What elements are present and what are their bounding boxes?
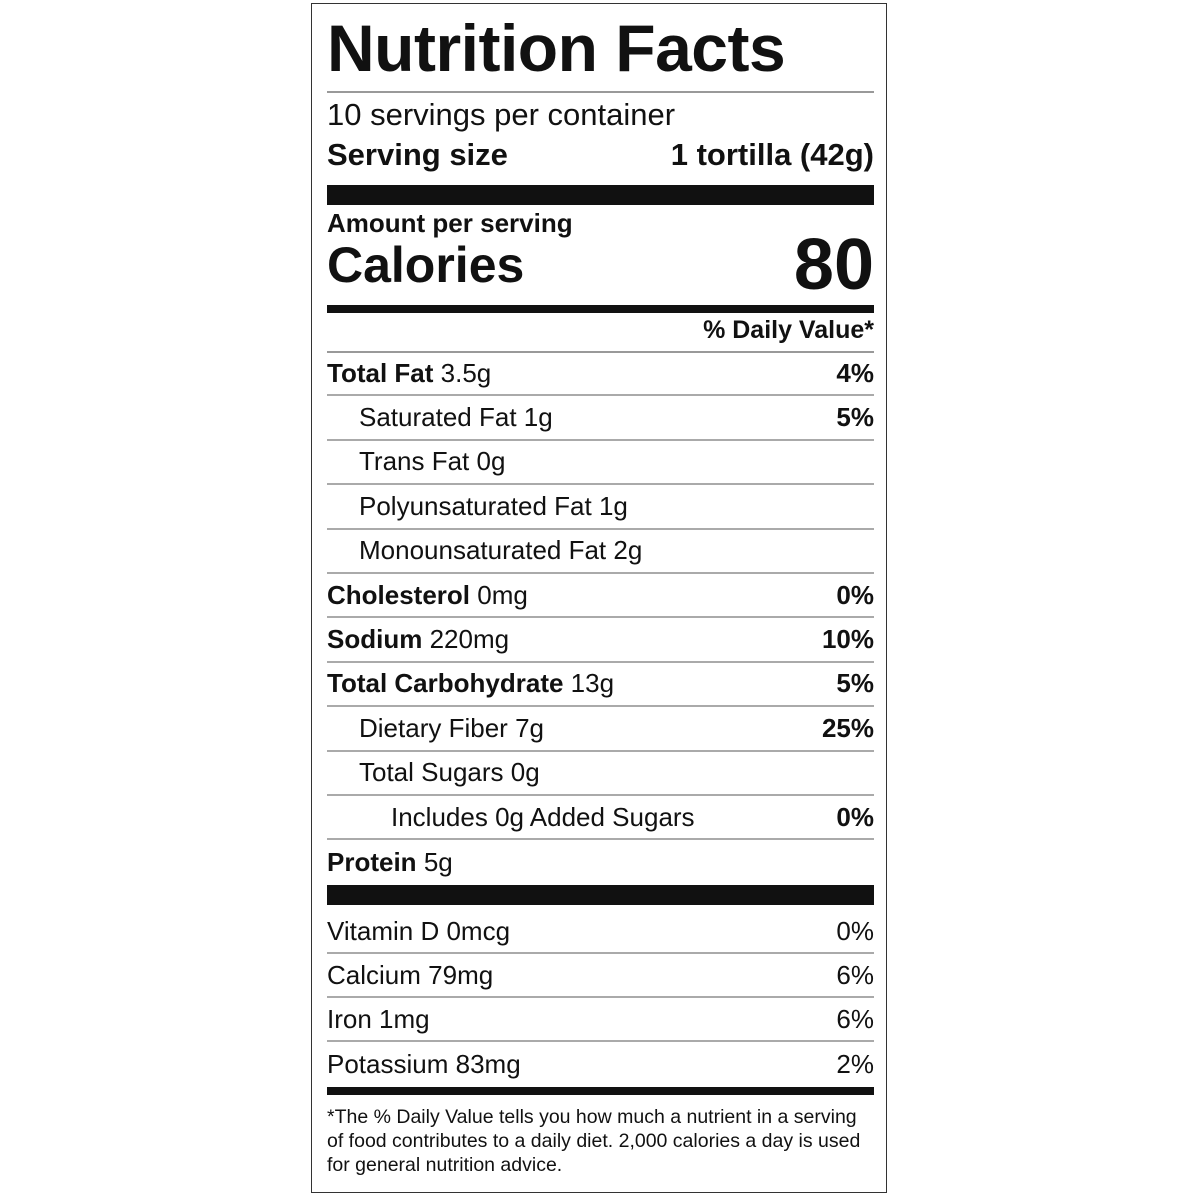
daily-value: 25% (821, 712, 874, 743)
nutrient-name: Total Sugars (359, 757, 504, 788)
nutrient: Saturated Fat 1g (327, 402, 553, 433)
calories-value: 80 (793, 225, 874, 305)
nutrient-row: Sodium 220mg 10% (327, 618, 874, 663)
nutrient-amount: 13g (570, 668, 615, 699)
serving-size-row: Serving size 1 tortilla (42g) (327, 137, 874, 173)
daily-value: 5% (836, 668, 874, 699)
label-panel (311, 3, 887, 1193)
nutrient-amount: 0mg (477, 579, 528, 610)
nutrient-row: Polyunsaturated Fat 1g (327, 485, 874, 530)
medium-bar (327, 305, 874, 313)
nutrient-row: Total Fat 3.5g 4% (327, 352, 874, 397)
daily-value: 0% (836, 579, 874, 610)
calories-label: Calories (327, 237, 525, 293)
nutrient-amount: 83mg (455, 1048, 521, 1079)
nutrient-amount: 5g (423, 847, 453, 878)
nutrient: Iron 1mg (327, 1004, 430, 1035)
serving-size: 1 tortilla (42g) (670, 137, 874, 172)
daily-value: 6% (836, 1003, 874, 1034)
nutrient-amount: 1g (523, 402, 553, 433)
daily-value: 10% (821, 624, 874, 655)
nutrient-row: Dietary Fiber 7g 25% (327, 707, 874, 752)
nutrient-name: Dietary Fiber (359, 712, 508, 743)
serving-size-label: Serving size (327, 137, 508, 172)
nutrient-row: Vitamin D 0mcg 0% (327, 910, 874, 954)
nutrient-name: Trans Fat (359, 446, 470, 477)
nutrient-row: Saturated Fat 1g 5% (327, 396, 874, 441)
daily-value: 2% (836, 1048, 874, 1079)
nutrient: Vitamin D 0mcg (327, 916, 510, 947)
nutrient-name: Includes 0g Added Sugars (391, 801, 695, 832)
nutrient-name: Cholesterol (327, 579, 471, 610)
nutrient-name: Vitamin D (327, 915, 440, 946)
footnote: *The % Daily Value tells you how much a … (327, 1106, 861, 1176)
nutrient-amount: 2g (613, 535, 643, 566)
nutrient: Polyunsaturated Fat 1g (327, 491, 628, 522)
nutrient-name: Saturated Fat (359, 402, 517, 433)
nutrient: Includes 0g Added Sugars (327, 802, 695, 833)
daily-value-header: % Daily Value* (703, 316, 874, 344)
nutrient-row: Trans Fat 0g (327, 441, 874, 486)
nutrient-amount: 1g (598, 490, 628, 521)
nutrient-row: Total Carbohydrate 13g 5% (327, 663, 874, 708)
nutrient-row: Calcium 79mg 6% (327, 954, 874, 998)
nutrient-name: Total Carbohydrate (327, 668, 564, 699)
nutrient: Total Carbohydrate 13g (327, 668, 614, 699)
nutrient-row: Cholesterol 0mg 0% (327, 574, 874, 619)
daily-value: 4% (836, 357, 874, 388)
divider (327, 351, 874, 353)
thick-bar (327, 885, 874, 905)
nutrient-name: Protein (327, 847, 417, 878)
daily-value: 0% (836, 915, 874, 946)
nutrient-row: Total Sugars 0g (327, 752, 874, 796)
nutrient: Total Fat 3.5g (327, 358, 491, 389)
nutrient-name: Iron (327, 1003, 372, 1034)
nutrient-name: Sodium (327, 624, 423, 655)
nutrient-amount: 1mg (379, 1003, 430, 1034)
nutrient-row: Protein 5g (327, 840, 874, 884)
nutrient-amount: 7g (515, 712, 544, 743)
nutrient: Cholesterol 0mg (327, 580, 528, 611)
nutrient: Sodium 220mg (327, 624, 509, 655)
nutrient-amount: 3.5g (440, 357, 492, 388)
nutrient: Calcium 79mg (327, 960, 493, 991)
thick-bar (327, 185, 874, 205)
nutrient-row: Includes 0g Added Sugars 0% (327, 796, 874, 841)
daily-value: 0% (836, 801, 874, 832)
medium-bar (327, 1087, 874, 1095)
nutrient-name: Monounsaturated Fat (359, 535, 607, 566)
nutrient-name: Polyunsaturated Fat (359, 490, 592, 521)
calories-row: Calories 80 (327, 225, 874, 305)
nutrient-name: Potassium (327, 1048, 449, 1079)
title: Nutrition Facts (327, 11, 786, 85)
nutrient-row: Potassium 83mg 2% (327, 1042, 874, 1086)
nutrient: Total Sugars 0g (327, 757, 540, 788)
servings: 10 servings per container (327, 97, 676, 132)
nutrient-row: Iron 1mg 6% (327, 998, 874, 1042)
nutrient: Monounsaturated Fat 2g (327, 535, 642, 566)
nutrient-name: Total Fat (327, 357, 434, 388)
daily-value: 5% (836, 402, 874, 433)
divider (327, 91, 874, 93)
nutrient: Dietary Fiber 7g (327, 713, 544, 744)
nutrient: Protein 5g (327, 847, 453, 878)
nutrient-amount: 0mcg (446, 915, 511, 946)
nutrient-amount: 0g (476, 446, 506, 477)
nutrient: Trans Fat 0g (327, 446, 505, 477)
nutrient-amount: 0g (510, 757, 540, 788)
daily-value: 6% (836, 959, 874, 990)
nutrient-name: Calcium (327, 959, 421, 990)
amount-per-serving: Amount per serving (327, 208, 573, 238)
nutrient-row: Monounsaturated Fat 2g (327, 530, 874, 574)
nutrient-amount: 220mg (429, 624, 510, 655)
nutrient: Potassium 83mg (327, 1049, 521, 1080)
nutrient-amount: 79mg (428, 959, 494, 990)
